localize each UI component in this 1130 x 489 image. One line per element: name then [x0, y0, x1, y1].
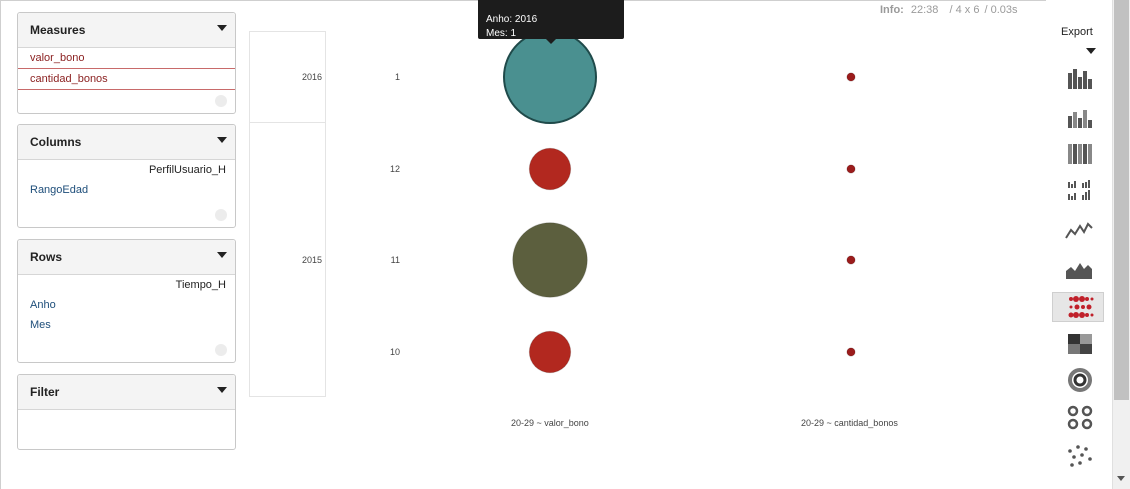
dot-chart-icon[interactable]	[1052, 292, 1104, 322]
clear-icon[interactable]	[215, 344, 227, 356]
hierarchy-label: PerfilUsuario_H	[148, 164, 226, 176]
multi-sunburst-icon[interactable]	[1052, 403, 1104, 433]
info-time: 22:38	[910, 4, 939, 16]
area-chart-icon[interactable]	[1052, 255, 1104, 285]
filter-header[interactable]: Filter	[18, 375, 235, 410]
export-label[interactable]: Export	[1061, 26, 1093, 38]
stacked-bar-icon[interactable]	[1052, 104, 1104, 134]
month-label: 1	[394, 72, 400, 82]
level-item[interactable]: Mes	[30, 319, 51, 331]
month-label: 10	[389, 347, 400, 357]
hierarchy-label: Tiempo_H	[175, 279, 226, 291]
vertical-scrollbar[interactable]	[1112, 0, 1130, 489]
info-label: Info:	[880, 4, 904, 16]
rows-header[interactable]: Rows	[18, 240, 235, 275]
sunburst-icon[interactable]	[1052, 366, 1104, 396]
level-item[interactable]: RangoEdad	[30, 184, 89, 196]
clear-icon[interactable]	[215, 209, 227, 221]
measure-item[interactable]: cantidad_bonos	[18, 69, 235, 90]
month-label: 11	[390, 255, 400, 265]
tooltip-line: Anho: 2016	[486, 14, 538, 25]
year-label: 2016	[301, 72, 322, 82]
rows-panel: Rows Tiempo_H Anho Mes	[17, 239, 236, 363]
heatgrid-icon[interactable]	[1052, 330, 1104, 360]
measures-title: Measures	[30, 23, 86, 37]
columns-header[interactable]: Columns	[18, 125, 235, 160]
scatter-icon[interactable]	[1052, 441, 1104, 471]
stacked-100-bar-icon[interactable]	[1052, 140, 1104, 170]
column-label: 20-29 ~ valor_bono	[511, 418, 589, 428]
chevron-down-icon[interactable]	[217, 25, 227, 31]
month-label: 12	[389, 164, 400, 174]
bar-chart-icon[interactable]	[1052, 65, 1104, 95]
measure-item[interactable]: valor_bono	[18, 48, 235, 69]
row-header-year: 2016	[249, 31, 326, 123]
filter-panel: Filter	[17, 374, 236, 450]
multiple-bar-icon[interactable]	[1052, 176, 1104, 206]
column-label: 20-29 ~ cantidad_bonos	[801, 418, 898, 428]
tooltip: Anho: 2016 Mes: 1	[478, 0, 624, 44]
row-header-year: 2015	[249, 122, 326, 397]
clear-icon[interactable]	[215, 95, 227, 107]
chevron-down-icon[interactable]	[217, 137, 227, 143]
line-chart-icon[interactable]	[1052, 216, 1104, 246]
chevron-down-icon[interactable]	[217, 252, 227, 258]
scrollbar-thumb[interactable]	[1114, 0, 1129, 400]
info-duration: / 0.03s	[984, 4, 1018, 16]
filter-title: Filter	[30, 385, 60, 399]
columns-title: Columns	[30, 135, 82, 149]
scroll-down-icon[interactable]	[1117, 476, 1125, 481]
tooltip-arrow	[546, 39, 556, 44]
level-item[interactable]: Anho	[30, 299, 56, 311]
measures-header[interactable]: Measures	[18, 13, 235, 48]
columns-panel: Columns PerfilUsuario_H RangoEdad	[17, 124, 236, 228]
rows-title: Rows	[30, 250, 63, 264]
tooltip-line: Mes: 1	[486, 28, 517, 39]
info-dims: / 4 x 6	[949, 4, 980, 16]
measures-panel: Measures valor_bono cantidad_bonos	[17, 12, 236, 114]
year-label: 2015	[301, 255, 322, 265]
info-bar: Info: 22:38 / 4 x 6 / 0.03s	[880, 4, 1018, 16]
chevron-down-icon[interactable]	[1086, 48, 1096, 54]
chevron-down-icon[interactable]	[217, 387, 227, 393]
